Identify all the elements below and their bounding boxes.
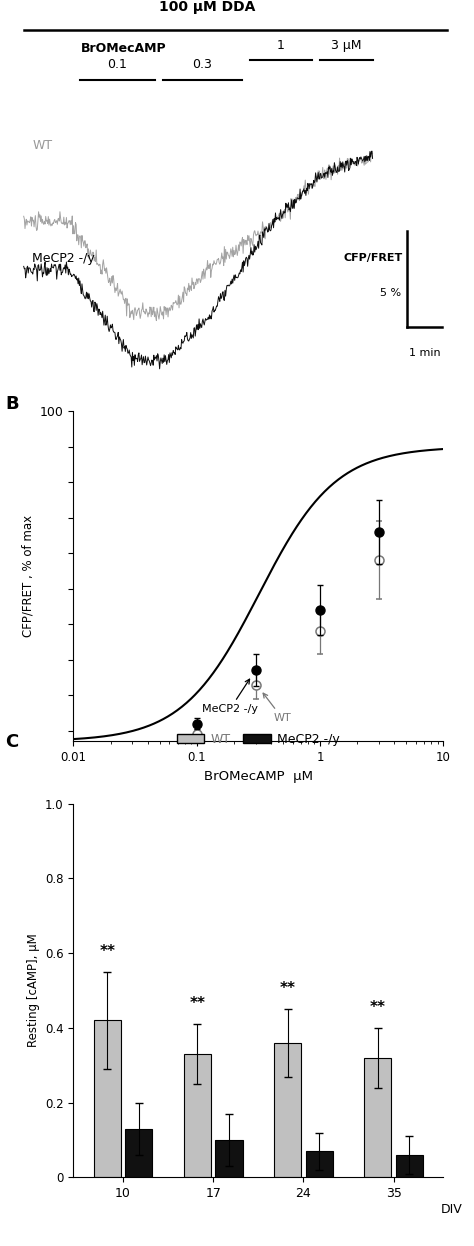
Text: 1 min: 1 min: [409, 348, 441, 358]
Text: 5 %: 5 %: [380, 288, 401, 298]
Text: WT: WT: [263, 693, 291, 723]
Text: 3 μM: 3 μM: [331, 39, 362, 51]
Text: BrOMecAMP: BrOMecAMP: [81, 42, 166, 55]
Text: **: **: [280, 981, 296, 997]
Y-axis label: Resting [cAMP], μM: Resting [cAMP], μM: [27, 933, 39, 1048]
Text: MeCP2 -/y: MeCP2 -/y: [202, 679, 258, 714]
Text: MeCP2 -/y: MeCP2 -/y: [32, 252, 95, 265]
Bar: [274, 1043, 301, 1177]
Text: CFP/FRET: CFP/FRET: [344, 253, 403, 263]
Text: 0.1: 0.1: [108, 59, 128, 71]
Text: B: B: [5, 395, 18, 412]
Bar: [306, 1151, 333, 1177]
Text: 100 μM DDA: 100 μM DDA: [159, 0, 255, 14]
Text: 0.3: 0.3: [192, 59, 212, 71]
Text: **: **: [99, 943, 115, 959]
Bar: [365, 1058, 392, 1177]
Text: **: **: [370, 999, 386, 1014]
Legend: WT, MeCP2 -/y: WT, MeCP2 -/y: [172, 728, 345, 750]
Y-axis label: CFP/FRET , % of max: CFP/FRET , % of max: [21, 515, 34, 638]
Bar: [125, 1129, 152, 1177]
Text: C: C: [5, 733, 18, 750]
Bar: [184, 1054, 211, 1177]
Bar: [396, 1155, 423, 1177]
Text: 1: 1: [277, 39, 285, 51]
Bar: [216, 1140, 243, 1177]
Text: WT: WT: [32, 138, 53, 152]
Bar: [94, 1020, 121, 1177]
Text: DIV: DIV: [440, 1202, 462, 1216]
Text: **: **: [190, 996, 205, 1012]
X-axis label: BrOMecAMP  μM: BrOMecAMP μM: [204, 770, 313, 782]
